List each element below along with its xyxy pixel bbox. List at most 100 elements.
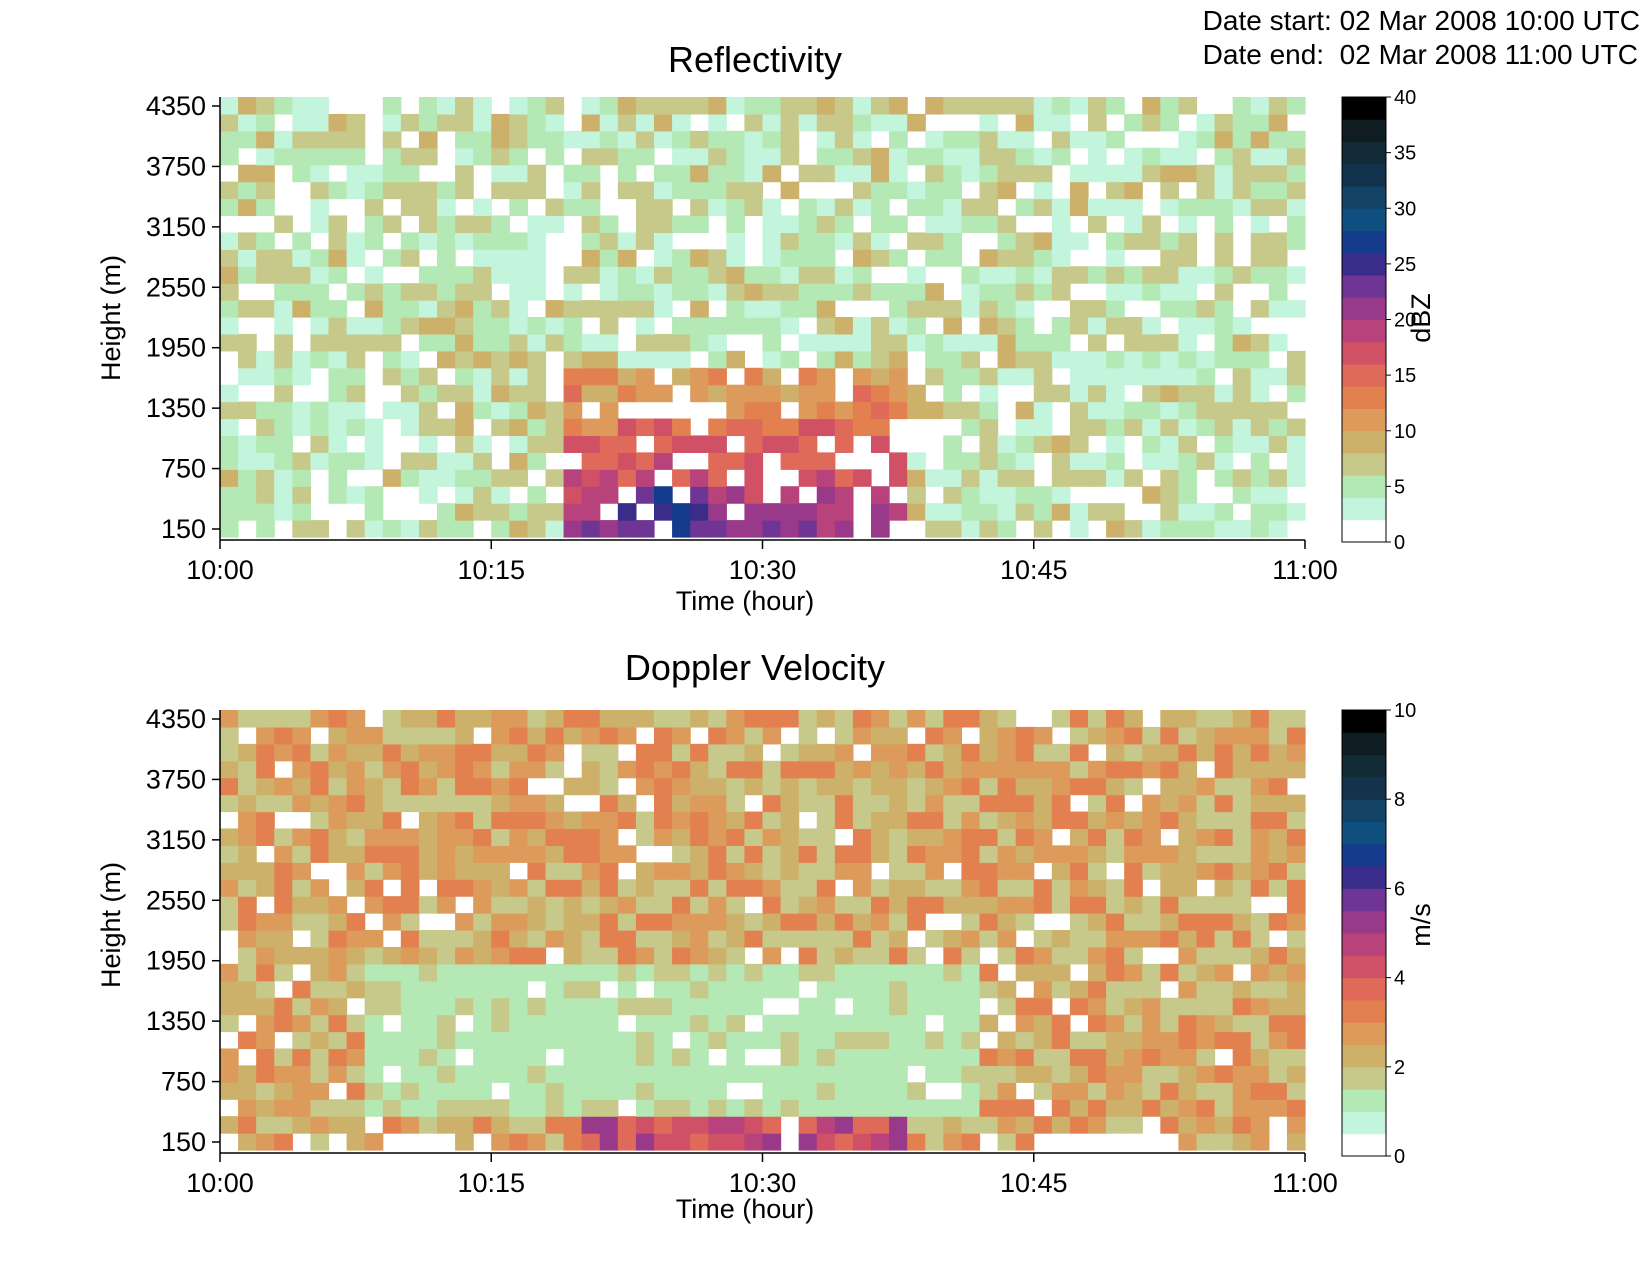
reflectivity-cell [744,147,764,166]
velocity-cell [690,1133,709,1151]
reflectivity-cell [780,452,800,470]
velocity-cell [599,1014,619,1033]
velocity-cell [1286,828,1306,846]
reflectivity-cell [1286,300,1306,318]
velocity-cell [455,963,474,982]
reflectivity-cell [762,367,782,386]
velocity-cell [871,1116,890,1134]
reflectivity-cell [1142,367,1161,386]
reflectivity-cell [1214,249,1234,267]
velocity-cell [961,913,981,931]
reflectivity-cell [907,300,926,318]
reflectivity-cell [1268,198,1288,217]
reflectivity-cell [1214,283,1234,301]
velocity-cell [599,896,619,914]
reflectivity-cell [852,317,872,335]
velocity-cell [310,845,330,863]
velocity-cell [852,930,872,948]
x-tick-label: 10:15 [457,1168,525,1198]
velocity-cell [292,710,312,728]
reflectivity-cell [889,283,908,301]
reflectivity-cell [1124,215,1143,233]
reflectivity-cell [1015,130,1035,149]
velocity-cell [1268,828,1288,846]
velocity-cell [1214,1133,1234,1151]
velocity-cell [1069,1116,1089,1134]
velocity-cell [400,777,420,796]
colorbar-swatch [1342,519,1386,543]
velocity-cell [1178,794,1198,813]
velocity-cell [563,1099,583,1117]
reflectivity-cell [762,147,782,166]
velocity-cell [1033,980,1053,999]
velocity-cell [310,946,330,965]
velocity-cell [238,710,257,728]
velocity-cell [563,930,583,948]
reflectivity-cell [1033,97,1053,115]
velocity-cell [256,1082,275,1100]
velocity-cell [852,760,872,779]
velocity-cell [1286,946,1306,965]
colorbar-tick-label: 25 [1394,254,1416,276]
velocity-cell [744,1065,764,1083]
reflectivity-cell [382,181,402,200]
velocity-cell [635,1014,655,1033]
reflectivity-cell [654,249,673,267]
velocity-cell [509,980,529,999]
reflectivity-cell [1015,333,1035,352]
velocity-cell [852,777,872,796]
reflectivity-cell [238,113,257,132]
velocity-cell [220,997,239,1016]
velocity-cell [491,1014,510,1033]
velocity-cell [979,980,999,999]
reflectivity-cell [220,300,239,318]
velocity-cell [1214,862,1234,880]
reflectivity-cell [690,503,709,521]
velocity-cell [889,930,908,948]
reflectivity-cell [1160,520,1180,538]
velocity-cell [382,1048,402,1066]
reflectivity-cell [418,333,438,352]
reflectivity-cell [563,283,583,301]
reflectivity-cell [943,333,963,352]
reflectivity-cell [907,317,926,335]
reflectivity-cell [852,181,872,200]
reflectivity-cell [762,130,782,149]
velocity-cell [1033,777,1053,796]
velocity-cell [1069,930,1089,948]
velocity-cell [690,997,709,1016]
velocity-cell [364,811,384,830]
reflectivity-cell [1214,317,1234,335]
velocity-cell [491,1116,510,1134]
velocity-cell [961,1031,981,1050]
reflectivity-cell [726,232,746,250]
velocity-cell [852,710,872,728]
reflectivity-cell [382,350,402,369]
velocity-cell [1069,1031,1089,1050]
velocity-cell [1214,946,1234,965]
velocity-cell [834,930,854,948]
reflectivity-cell [455,113,474,132]
reflectivity-cell [744,418,764,437]
reflectivity-cell [1232,130,1252,149]
reflectivity-cell [1178,503,1198,521]
velocity-cell [1015,777,1035,796]
velocity-cell [1214,1031,1234,1050]
reflectivity-cell [871,113,890,132]
reflectivity-cell [563,317,583,335]
reflectivity-cell [961,147,981,166]
velocity-cell [654,980,673,999]
reflectivity-cell [708,283,727,301]
velocity-cell [1051,743,1071,762]
reflectivity-cell [943,147,963,166]
reflectivity-cell [744,367,764,386]
velocity-cell [382,845,402,863]
velocity-cell [834,980,854,999]
reflectivity-cell [726,181,746,200]
reflectivity-cell [925,367,944,386]
reflectivity-cell [1142,486,1161,504]
velocity-cell [491,1065,510,1083]
velocity-cell [1051,1031,1071,1050]
velocity-cell [925,1099,944,1117]
reflectivity-cell [256,401,275,420]
